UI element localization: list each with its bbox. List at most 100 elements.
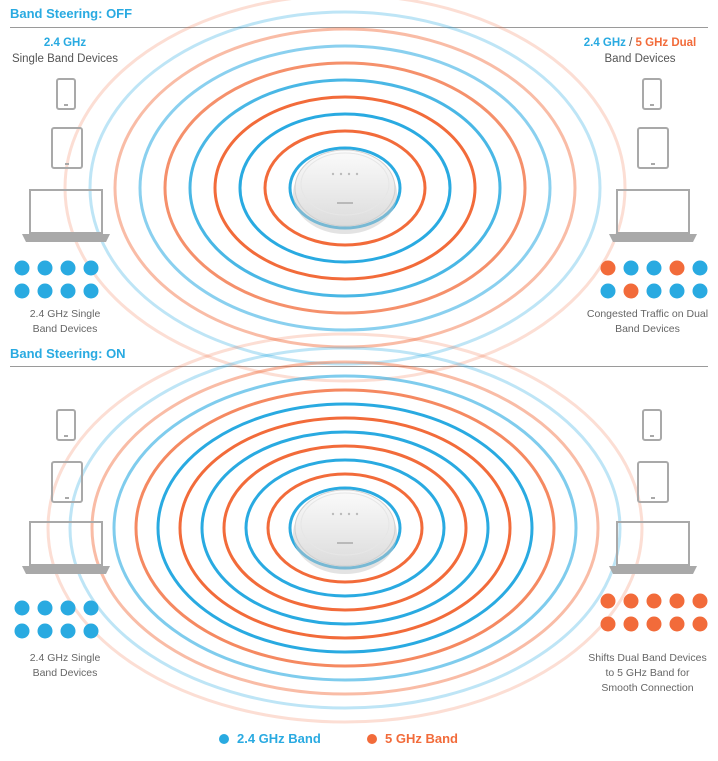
device-dot (669, 593, 685, 609)
device-dot (692, 260, 708, 276)
device-dots (14, 260, 708, 639)
device-dot (669, 260, 685, 276)
section-title-on: Band Steering: ON (10, 346, 126, 361)
device-dot (60, 600, 76, 616)
device-dot (14, 600, 30, 616)
right-header-label: Band Devices (604, 53, 676, 65)
device-dot (669, 616, 685, 632)
device-dot (600, 260, 616, 276)
phone-icon (642, 78, 662, 110)
device-dot (60, 260, 76, 276)
laptop-icon (609, 521, 697, 574)
signal-ring (156, 402, 534, 654)
right-header-band: 2.4 GHz / 5 GHz Dual (570, 37, 710, 49)
divider-off (10, 27, 708, 28)
caption-line: Congested Traffic on Dual (586, 308, 709, 320)
right-caption-on: Shifts Dual Band Devices to 5 GHz Band f… (575, 651, 718, 696)
signal-ring (163, 61, 527, 315)
right-caption-off: Congested Traffic on Dual Band Devices (575, 307, 718, 337)
caption-line: Band Devices (615, 323, 680, 335)
left-caption-on: 2.4 GHz Single Band Devices (0, 651, 130, 681)
legend-dot-5 (367, 734, 377, 744)
divider-on (10, 366, 708, 367)
device-dot (37, 623, 53, 639)
device-dot (60, 623, 76, 639)
device-dot (600, 593, 616, 609)
caption-line: Band Devices (32, 667, 98, 679)
legend-label-5: 5 GHz Band (385, 731, 458, 746)
device-dot (14, 623, 30, 639)
device-dot (669, 283, 685, 299)
legend-label-24: 2.4 GHz Band (237, 731, 321, 746)
device-dot (37, 283, 53, 299)
laptop-icon (22, 521, 110, 574)
right-header-slash: / (629, 37, 633, 49)
device-dot (623, 616, 639, 632)
device-dot (623, 260, 639, 276)
tablet-icon (51, 127, 83, 169)
section-title-off: Band Steering: OFF (10, 6, 133, 21)
signal-ring (178, 416, 512, 640)
device-dot (60, 283, 76, 299)
signal-ring (68, 346, 622, 710)
right-header-band-24: 2.4 GHz (583, 37, 626, 49)
tablet-icon (637, 127, 669, 169)
device-dot (692, 593, 708, 609)
caption-line: Band Devices (32, 323, 98, 335)
access-point-icon (293, 149, 397, 234)
device-dot (692, 283, 708, 299)
left-caption-off: 2.4 GHz Single Band Devices (0, 307, 130, 337)
device-dot (623, 593, 639, 609)
device-dot (14, 260, 30, 276)
signal-ring (200, 430, 490, 626)
signal-ring (134, 388, 556, 668)
device-dot (646, 593, 662, 609)
signal-ring (222, 444, 468, 612)
tablet-icon (637, 461, 669, 503)
laptop-icon (609, 189, 697, 242)
device-dot (37, 600, 53, 616)
signal-ring (244, 458, 446, 598)
device-dot (600, 616, 616, 632)
signal-ring (113, 27, 577, 349)
signal-ring (263, 129, 427, 247)
signal-rings-on (46, 332, 644, 724)
caption-line: Shifts Dual Band Devices (588, 652, 707, 664)
device-dot (646, 283, 662, 299)
phone-icon (642, 409, 662, 441)
signal-ring (63, 0, 627, 383)
device-dot (692, 616, 708, 632)
tablet-icon (51, 461, 83, 503)
signal-ring (238, 112, 452, 264)
left-header-band: 2.4 GHz (43, 37, 87, 49)
device-dot (83, 600, 99, 616)
signal-ring (112, 374, 578, 682)
signal-ring (88, 10, 602, 366)
caption-line: to 5 GHz Band for (605, 667, 690, 679)
device-dot (14, 283, 30, 299)
legend-dot-24 (219, 734, 229, 744)
phone-icon (56, 78, 76, 110)
access-point-icon (293, 489, 397, 574)
signal-ring (90, 360, 600, 696)
device-dot (623, 283, 639, 299)
device-dot (646, 260, 662, 276)
caption-line: 2.4 GHz Single (29, 308, 101, 320)
laptop-icon (22, 189, 110, 242)
signal-ring (188, 78, 502, 298)
device-dot (83, 623, 99, 639)
device-dot (646, 616, 662, 632)
signal-ring (138, 44, 552, 332)
device-dot (83, 283, 99, 299)
left-header-label: Single Band Devices (11, 53, 119, 65)
signal-ring (266, 472, 424, 584)
caption-line: Smooth Connection (601, 682, 694, 694)
caption-line: 2.4 GHz Single (29, 652, 101, 664)
signal-ring (46, 332, 644, 724)
right-header-band-5: 5 GHz Dual (635, 37, 697, 49)
phone-icon (56, 409, 76, 441)
device-dot (83, 260, 99, 276)
signal-ring (213, 95, 477, 281)
device-dot (37, 260, 53, 276)
